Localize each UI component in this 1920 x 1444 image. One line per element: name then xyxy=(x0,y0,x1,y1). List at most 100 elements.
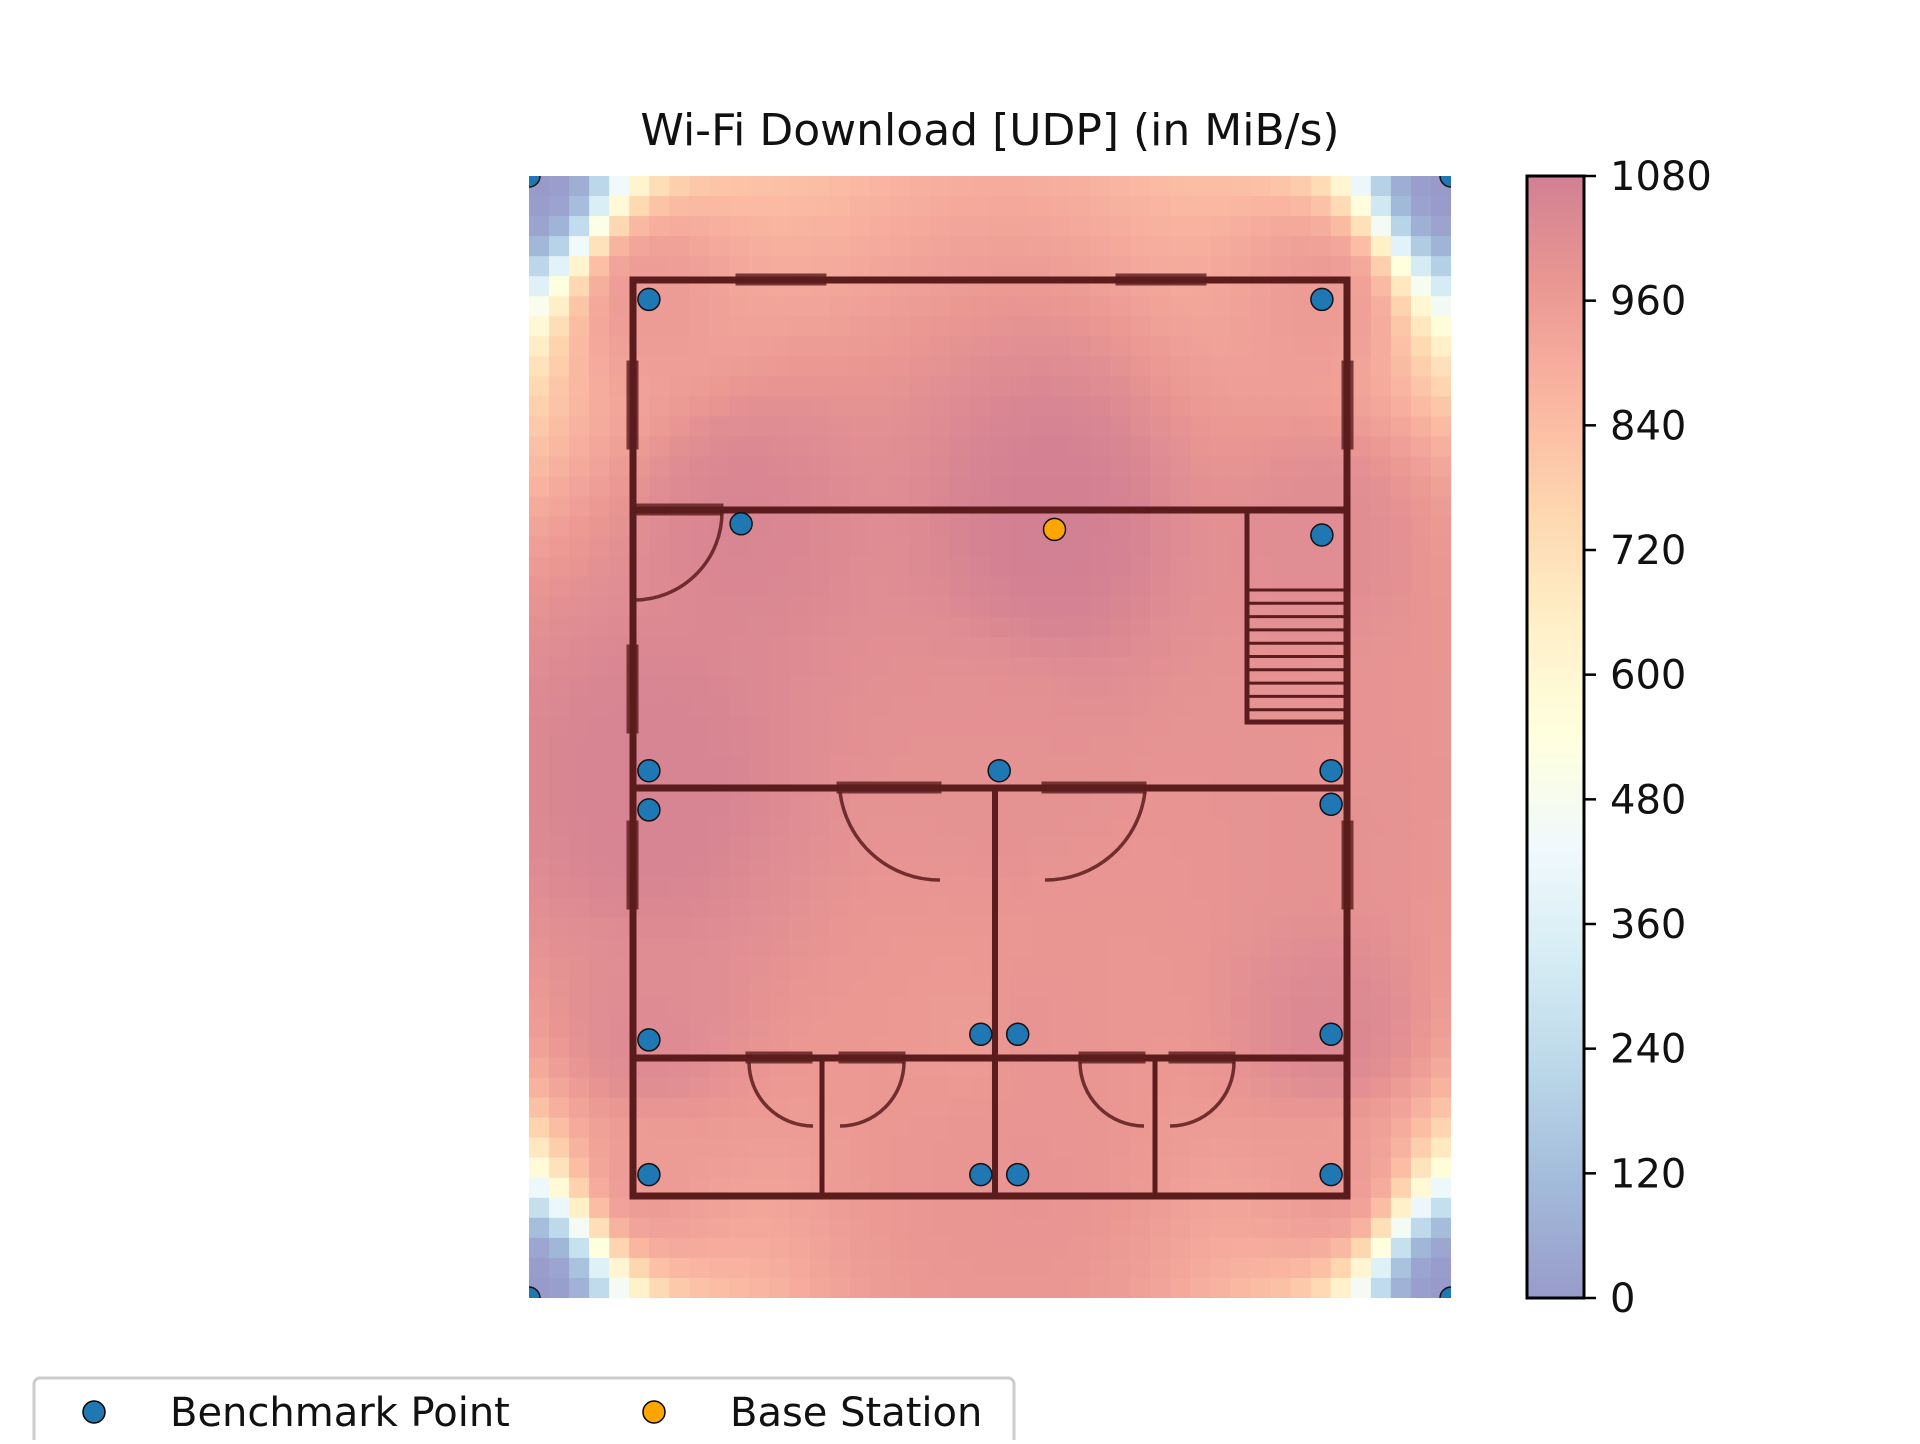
heatmap-cell xyxy=(729,1257,751,1279)
heatmap-cell xyxy=(649,1197,671,1219)
heatmap-cell xyxy=(1210,897,1232,919)
heatmap-cell xyxy=(789,977,811,999)
heatmap-cell xyxy=(749,376,771,398)
heatmap-cell xyxy=(829,216,851,237)
heatmap-cell xyxy=(1190,1237,1212,1259)
heatmap-cell xyxy=(1330,236,1352,257)
heatmap-cell xyxy=(809,236,831,257)
heatmap-cell xyxy=(1290,356,1312,378)
heatmap-cell xyxy=(869,376,891,398)
heatmap-cell xyxy=(529,416,550,438)
heatmap-cell xyxy=(869,696,891,718)
heatmap-cell xyxy=(1030,737,1051,758)
heatmap-cell xyxy=(569,596,590,618)
heatmap-cell xyxy=(1250,476,1272,498)
heatmap-cell xyxy=(569,516,590,538)
heatmap-cell xyxy=(1190,797,1212,818)
heatmap-cell xyxy=(649,556,671,578)
heatmap-cell xyxy=(729,1157,751,1179)
heatmap-cell xyxy=(769,957,791,979)
heatmap-cell xyxy=(729,937,751,959)
heatmap-cell xyxy=(709,716,731,738)
heatmap-cell xyxy=(1070,1137,1092,1159)
heatmap-cell xyxy=(1070,957,1092,979)
heatmap-cell xyxy=(529,1177,550,1199)
heatmap-cell xyxy=(969,1117,991,1139)
heatmap-cell xyxy=(669,977,691,999)
heatmap-cell xyxy=(1010,176,1031,197)
heatmap-cell xyxy=(649,256,671,277)
heatmap-cell xyxy=(1170,937,1192,959)
heatmap-cell xyxy=(529,336,550,358)
heatmap-cell xyxy=(1370,777,1392,798)
heatmap-cell xyxy=(1110,1017,1132,1039)
heatmap-cell xyxy=(1050,316,1071,338)
heatmap-cell xyxy=(1310,897,1332,919)
heatmap-cell xyxy=(889,917,911,939)
heatmap-cell xyxy=(569,857,590,879)
heatmap-cell xyxy=(589,236,610,257)
heatmap-cell xyxy=(529,1217,550,1239)
heatmap-cell xyxy=(949,436,971,458)
heatmap-cell xyxy=(1110,236,1132,257)
heatmap-cell xyxy=(709,1197,731,1219)
heatmap-cell xyxy=(1090,917,1112,939)
heatmap-cell xyxy=(729,837,751,859)
heatmap-cell xyxy=(949,556,971,578)
heatmap-cell xyxy=(669,877,691,899)
heatmap-cell xyxy=(749,556,771,578)
heatmap-cell xyxy=(969,1137,991,1159)
heatmap-cell xyxy=(1350,376,1372,398)
heatmap-cell xyxy=(1110,676,1132,698)
heatmap-cell xyxy=(1170,696,1192,718)
heatmap-cell xyxy=(649,656,671,678)
heatmap-cell xyxy=(929,797,951,818)
benchmark-point xyxy=(987,758,1011,783)
heatmap-cell xyxy=(589,1177,610,1199)
heatmap-cell xyxy=(649,676,671,698)
heatmap-cell xyxy=(789,857,811,879)
heatmap-cell xyxy=(709,416,731,438)
heatmap-cell xyxy=(769,817,791,838)
heatmap-cell xyxy=(990,336,1011,358)
heatmap-cell xyxy=(1050,456,1071,478)
heatmap-cell xyxy=(909,656,931,678)
heatmap-cell xyxy=(1110,596,1132,618)
heatmap-cell xyxy=(990,476,1011,498)
heatmap-cell xyxy=(1130,1157,1152,1179)
heatmap-cell xyxy=(1230,376,1252,398)
heatmap-cell xyxy=(969,857,991,879)
floor-plan-door-swing xyxy=(1078,1061,1145,1128)
colorbar-tick-label: 720 xyxy=(1610,528,1686,574)
heatmap-cell xyxy=(1430,1057,1451,1079)
heatmap-cell xyxy=(809,737,831,758)
heatmap-cell xyxy=(1370,837,1392,859)
heatmap-cell xyxy=(869,396,891,418)
heatmap-cell xyxy=(1250,1277,1272,1298)
heatmap-cell xyxy=(1370,216,1392,237)
heatmap-cell xyxy=(1130,1017,1152,1039)
heatmap-cell xyxy=(909,696,931,718)
heatmap-cell xyxy=(789,396,811,418)
heatmap-cell xyxy=(949,1097,971,1119)
heatmap-cell xyxy=(990,176,1011,197)
heatmap-cell xyxy=(529,737,550,758)
heatmap-cell xyxy=(990,516,1011,538)
heatmap-cell xyxy=(1290,396,1312,418)
heatmap-cell xyxy=(1010,1057,1031,1079)
heatmap-cell xyxy=(1150,516,1172,538)
heatmap-cell xyxy=(769,1257,791,1279)
heatmap-cell xyxy=(849,456,871,478)
heatmap-cell xyxy=(1030,1057,1051,1079)
heatmap-cell xyxy=(1350,596,1372,618)
heatmap-cell xyxy=(1130,1137,1152,1159)
heatmap-cell xyxy=(1370,636,1392,658)
heatmap-cell xyxy=(769,256,791,277)
heatmap-cell xyxy=(1050,737,1071,758)
heatmap-cell xyxy=(889,897,911,919)
heatmap-cell xyxy=(1270,737,1292,758)
heatmap-cell xyxy=(929,456,951,478)
heatmap-cell xyxy=(569,716,590,738)
heatmap-cell xyxy=(749,436,771,458)
heatmap-cell xyxy=(929,356,951,378)
